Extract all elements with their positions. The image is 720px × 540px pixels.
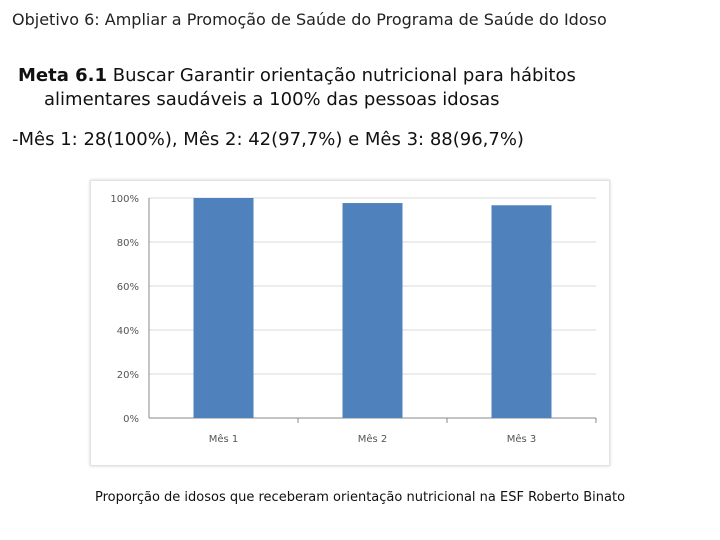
goal-description: Meta 6.1 Buscar Garantir orientação nutr… <box>18 64 708 112</box>
bar-chart: 0% 20% 40% 60% 80% 100% Mês 1 Mês 2 Mês 3 <box>110 194 597 445</box>
slide-title: Objetivo 6: Ampliar a Promoção de Saúde … <box>12 10 607 29</box>
goal-line-1: Meta 6.1 Buscar Garantir orientação nutr… <box>18 64 708 88</box>
y-tick-label: 60% <box>117 282 139 293</box>
x-tick-label: Mês 1 <box>209 433 239 445</box>
goal-text-line-1: Buscar Garantir orientação nutricional p… <box>107 65 576 86</box>
y-tick-label: 40% <box>117 326 139 337</box>
y-tick-label: 20% <box>117 370 139 381</box>
x-tick-label: Mês 3 <box>507 433 537 445</box>
y-tick-label: 80% <box>117 238 139 249</box>
bar <box>193 198 254 418</box>
bar <box>342 203 403 418</box>
y-tick-label: 100% <box>110 194 139 205</box>
chart-frame: 0% 20% 40% 60% 80% 100% Mês 1 Mês 2 Mês 3 <box>90 180 610 466</box>
monthly-results: -Mês 1: 28(100%), Mês 2: 42(97,7%) e Mês… <box>12 129 524 150</box>
y-tick-label: 0% <box>123 414 139 425</box>
bar <box>491 205 552 418</box>
goal-label: Meta 6.1 <box>18 65 108 86</box>
x-tick-label: Mês 2 <box>358 433 388 445</box>
goal-text-line-2: alimentares saudáveis a 100% das pessoas… <box>44 89 500 110</box>
chart-caption: Proporção de idosos que receberam orient… <box>94 490 626 505</box>
